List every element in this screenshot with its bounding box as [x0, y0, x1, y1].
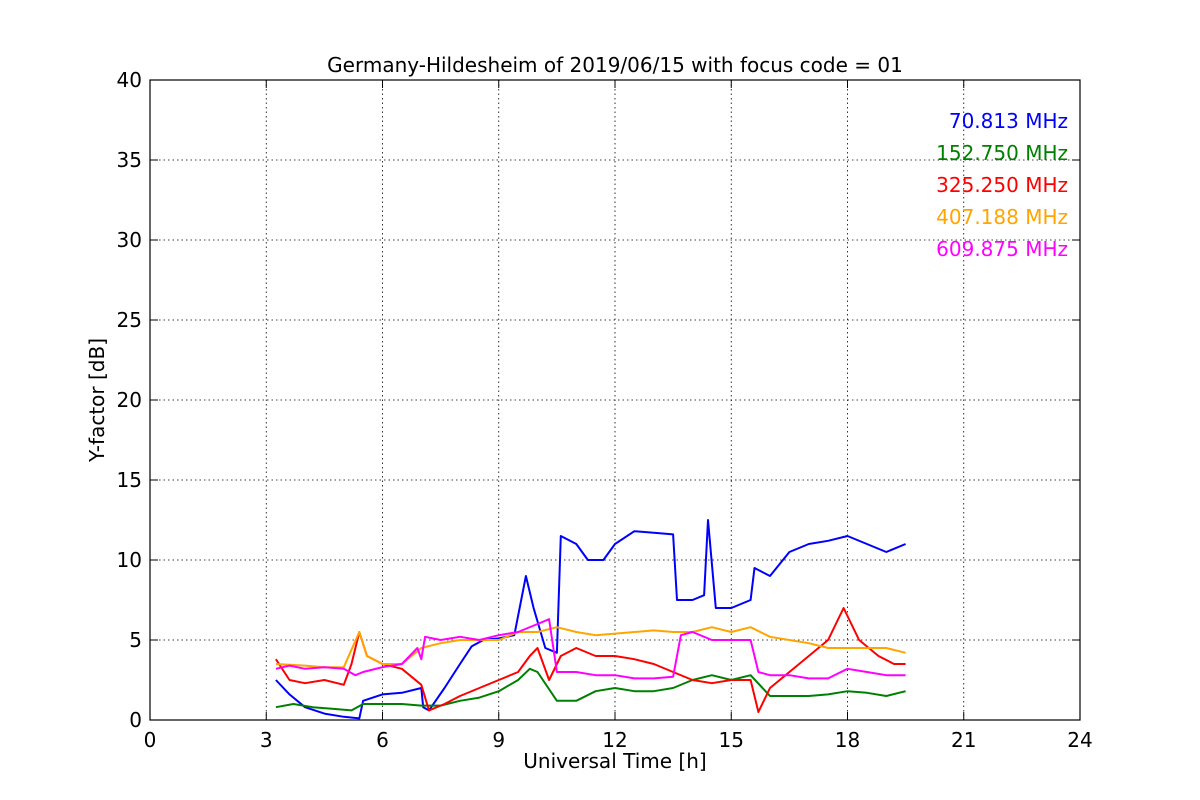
- x-tick-label: 21: [951, 728, 976, 752]
- x-tick-label: 9: [492, 728, 505, 752]
- legend-entry: 609.875 MHz: [936, 237, 1068, 261]
- x-tick-label: 24: [1067, 728, 1092, 752]
- x-tick-label: 18: [835, 728, 860, 752]
- y-tick-label: 15: [117, 468, 142, 492]
- y-tick-label: 25: [117, 308, 142, 332]
- series-line-5: [275, 618, 906, 680]
- axis-ticks: 0 3 6 9 12 15 18 21 24 0 5 10 15 20 25 30 35 40: [117, 68, 1093, 752]
- legend-entry: 407.188 MHz: [936, 205, 1068, 229]
- y-axis-label: Y-factor [dB]: [85, 338, 109, 463]
- x-tick-label: 15: [719, 728, 744, 752]
- legend-entry: 325.250 MHz: [936, 173, 1068, 197]
- series-line-4: [275, 626, 906, 669]
- y-tick-label: 10: [117, 548, 142, 572]
- x-axis-label: Universal Time [h]: [523, 749, 706, 773]
- y-tick-label: 35: [117, 148, 142, 172]
- y-tick-label: 40: [117, 68, 142, 92]
- x-tick-label: 12: [602, 728, 627, 752]
- y-tick-label: 0: [129, 708, 142, 732]
- y-tick-label: 20: [117, 388, 142, 412]
- chart-title: Germany-Hildesheim of 2019/06/15 with fo…: [327, 53, 903, 77]
- y-tick-label: 5: [129, 628, 142, 652]
- x-tick-label: 0: [144, 728, 157, 752]
- series-line-2: [275, 667, 906, 712]
- legend-entry: 152.750 MHz: [936, 141, 1068, 165]
- legend: 70.813 MHz 152.750 MHz 325.250 MHz 407.188 …: [936, 109, 1068, 261]
- x-tick-label: 6: [376, 728, 389, 752]
- plot-lines: [275, 519, 906, 720]
- legend-entry: 70.813 MHz: [949, 109, 1068, 133]
- y-tick-label: 30: [117, 228, 142, 252]
- series-line-1: [275, 519, 906, 720]
- x-tick-label: 3: [260, 728, 273, 752]
- grid-lines: [150, 80, 1080, 720]
